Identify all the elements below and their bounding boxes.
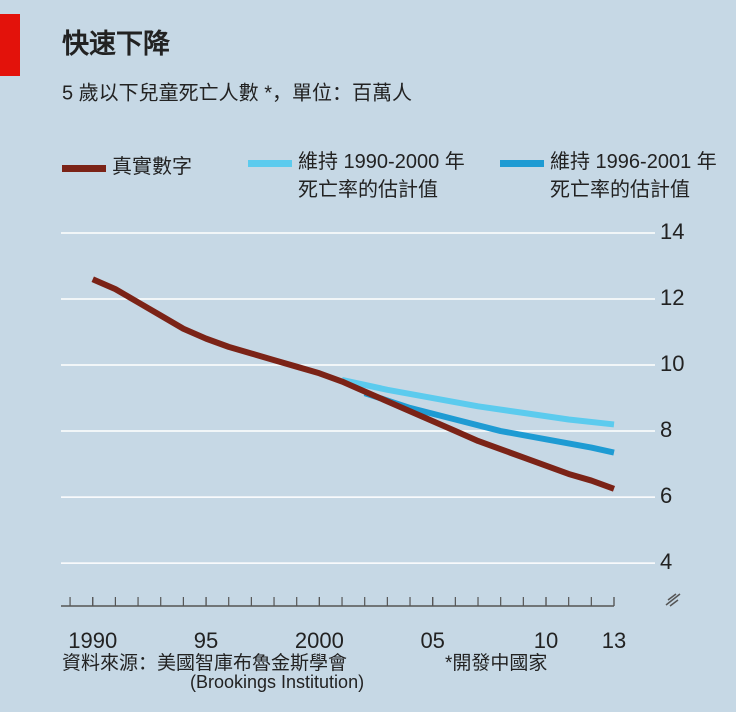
y-tick-label: 12 — [660, 285, 684, 310]
legend-swatch — [62, 165, 106, 172]
legend-swatch — [500, 160, 544, 167]
x-tick-label: 95 — [194, 628, 218, 653]
chart-title: 快速下降 — [62, 29, 171, 59]
line-series — [341, 376, 615, 428]
source: 資料來源：美國智庫布魯金斯學會 — [62, 652, 347, 674]
legend-swatch — [248, 160, 292, 167]
x-tick-label: 2000 — [295, 628, 344, 653]
source: (Brookings Institution) — [190, 672, 364, 692]
x-tick-label: 10 — [534, 628, 558, 653]
y-tick-label: 14 — [660, 219, 684, 244]
x-tick-label: 13 — [602, 628, 626, 653]
axis-break — [665, 593, 681, 607]
line-series — [363, 390, 615, 456]
y-tick-label: 10 — [660, 351, 684, 376]
subtitle: 5 歲以下兒童死亡人數 *，單位：百萬人 — [62, 81, 412, 104]
legend-label: 維持 1990-2000 年死亡率的估計值 — [298, 151, 465, 201]
legend-label: 真實數字 — [112, 156, 192, 178]
line-series — [91, 276, 616, 492]
legend-label: 維持 1996-2001 年死亡率的估計值 — [550, 151, 717, 201]
y-tick-label: 6 — [660, 483, 672, 508]
footnote: *開發中國家 — [445, 652, 547, 674]
x-tick-label: 05 — [420, 628, 444, 653]
x-tick-label: 1990 — [68, 628, 117, 653]
y-tick-label: 4 — [660, 549, 672, 574]
red-tag — [0, 14, 20, 76]
y-tick-label: 8 — [660, 417, 672, 442]
